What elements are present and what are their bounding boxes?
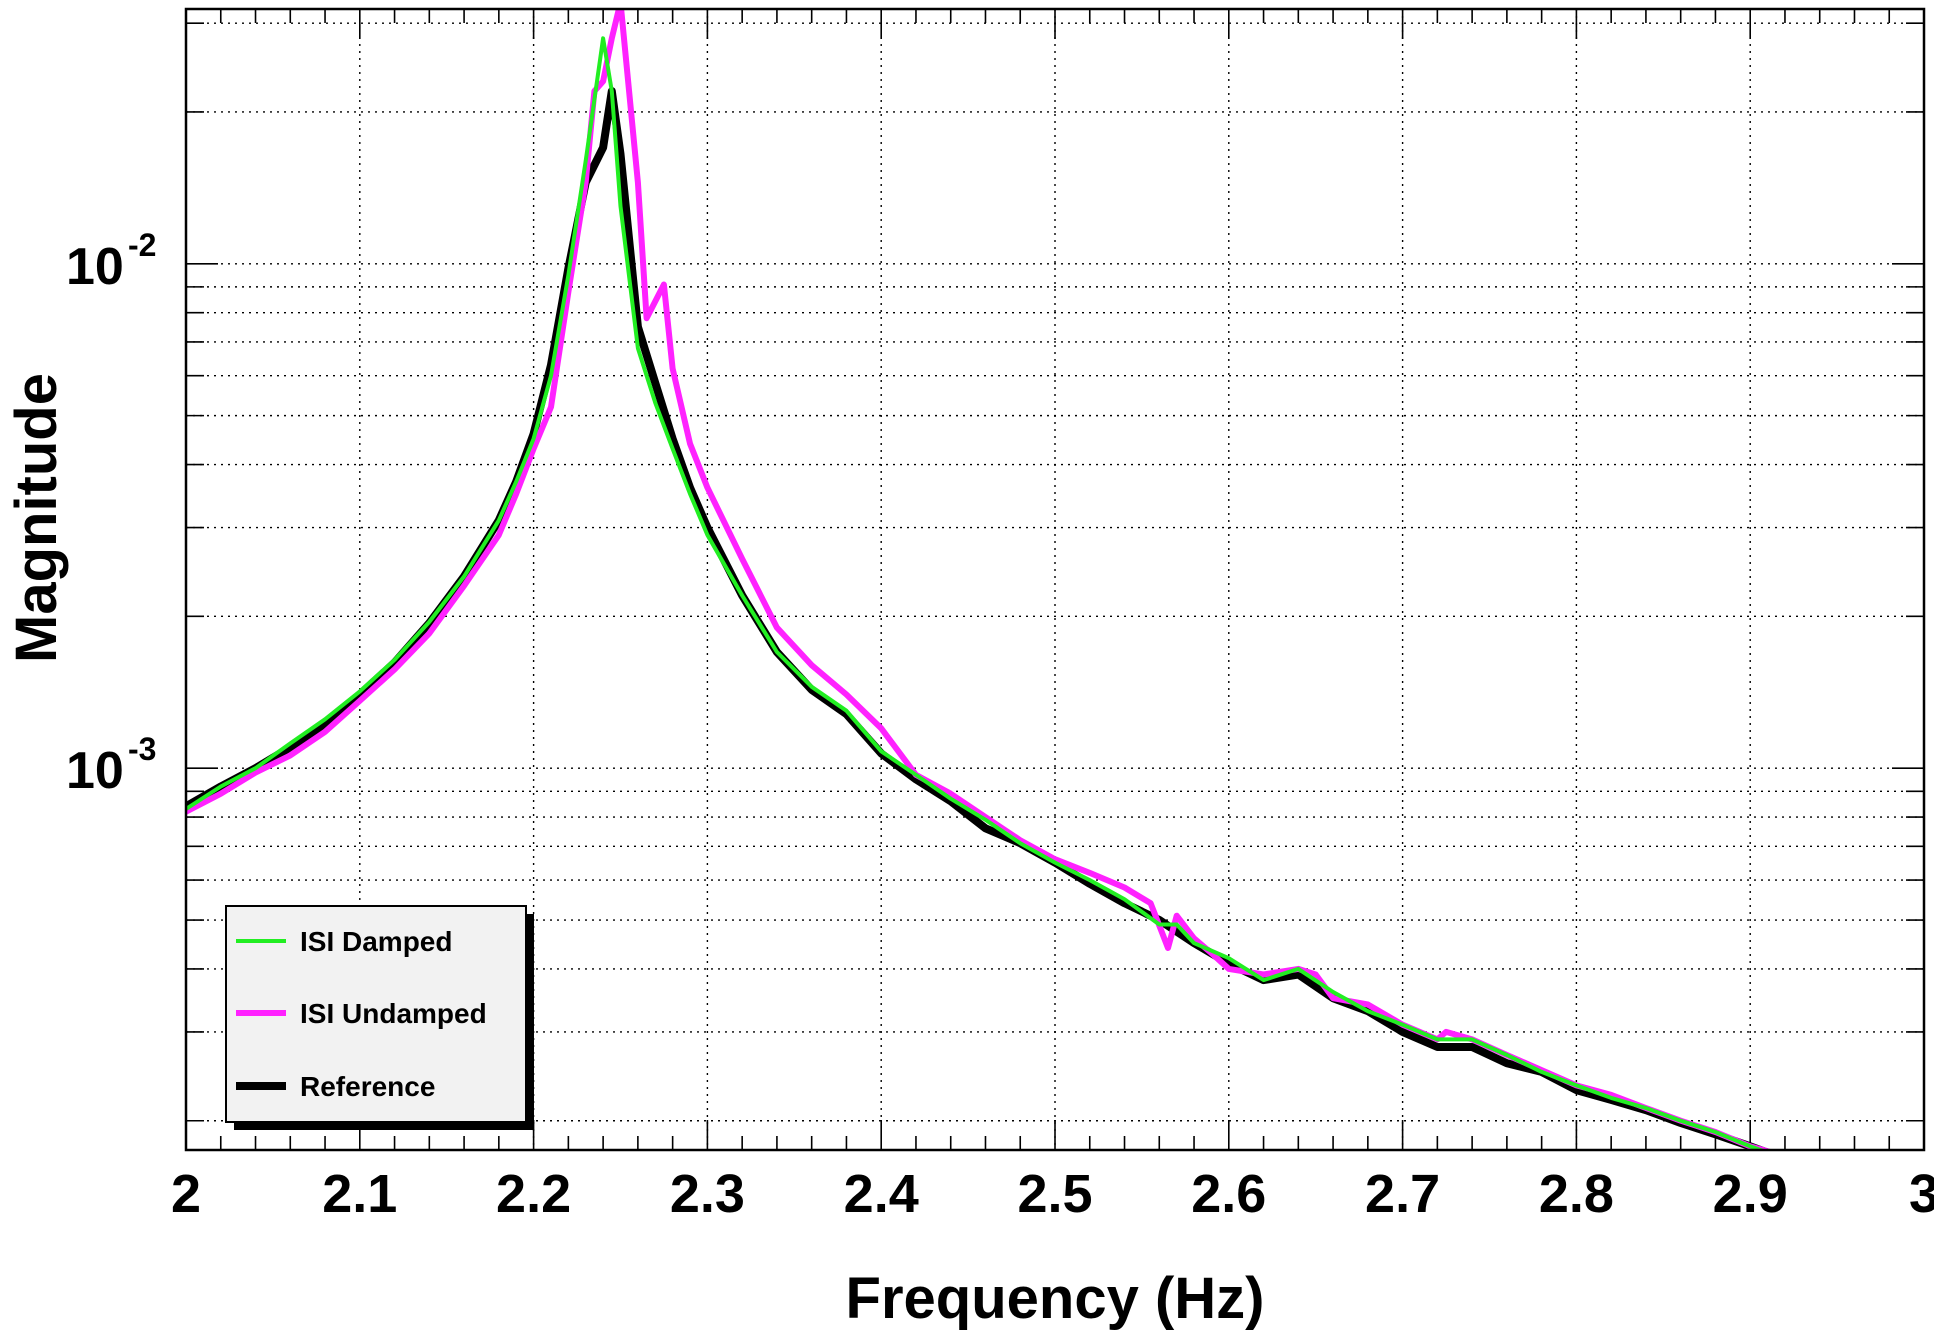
x-tick-label: 2.3 — [670, 1164, 745, 1224]
y-tick-label-exponent: -2 — [128, 227, 156, 263]
plot-frame — [184, 7, 1926, 1152]
x-tick-label: 2 — [171, 1164, 201, 1224]
y-tick-label: 10 — [66, 742, 124, 800]
y-axis-title: Magnitude — [4, 373, 69, 663]
x-tick-label: 3 — [1909, 1164, 1934, 1224]
legend-entry-isi-undamped: ISI Undamped — [236, 998, 487, 1029]
x-tick-label: 2.9 — [1713, 1164, 1788, 1224]
x-tick-label: 2.7 — [1365, 1164, 1440, 1224]
y-tick-labels: 10-210-3 — [66, 227, 156, 800]
series-line-isi-damped — [186, 36, 1767, 1150]
x-tick-label: 2.4 — [844, 1164, 919, 1224]
legend-label-isi-damped: ISI Damped — [300, 926, 452, 957]
legend-label-reference: Reference — [300, 1071, 435, 1102]
x-tick-labels: 2 2.1 2.2 2.3 2.4 2.5 2.6 2.7 2.8 2.9 3 — [171, 1164, 1934, 1224]
x-tick-label: 2.2 — [496, 1164, 571, 1224]
legend-entry-isi-damped: ISI Damped — [236, 926, 452, 957]
legend-label-isi-undamped: ISI Undamped — [300, 998, 487, 1029]
plot-series — [186, 9, 1774, 1150]
y-tick-label: 10 — [66, 238, 124, 296]
x-axis-title: Frequency (Hz) — [846, 1266, 1265, 1331]
x-tick-label: 2.6 — [1191, 1164, 1266, 1224]
x-tick-label: 2.1 — [322, 1164, 397, 1224]
x-tick-label: 2.5 — [1017, 1164, 1092, 1224]
legend: ISI Damped ISI Undamped Reference — [225, 905, 534, 1130]
x-tick-label: 2.8 — [1539, 1164, 1614, 1224]
y-tick-label-exponent: -3 — [128, 731, 156, 767]
legend-entry-reference: Reference — [236, 1071, 435, 1102]
